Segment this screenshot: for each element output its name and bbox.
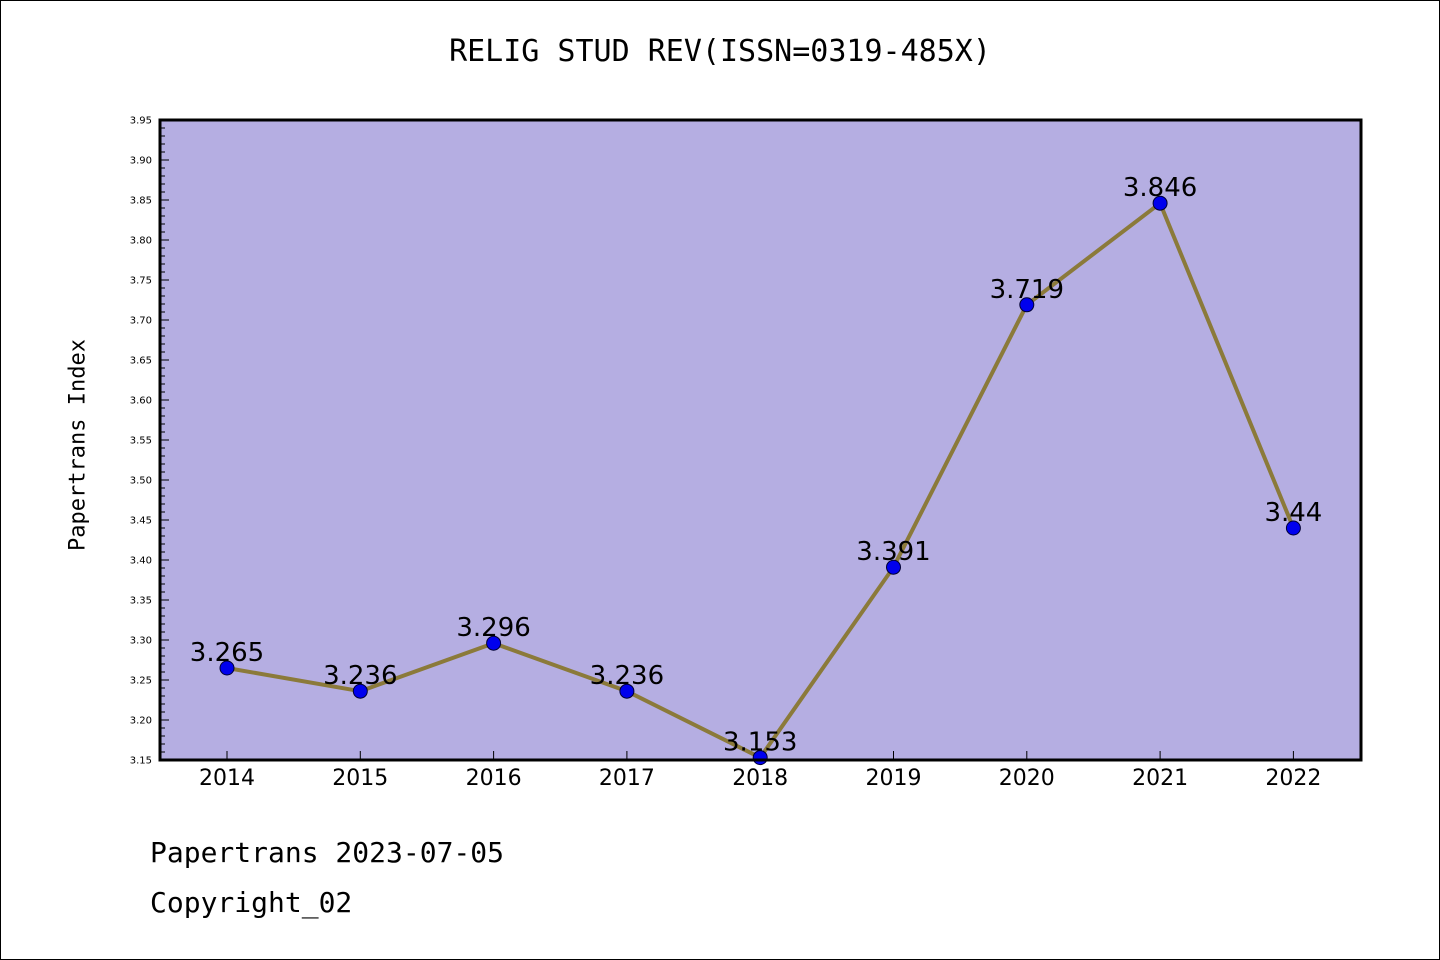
y-tick-label: 3.50 — [130, 476, 152, 487]
data-point — [486, 635, 502, 651]
x-tick-label: 2015 — [332, 766, 388, 791]
y-tick-label: 3.75 — [130, 276, 152, 287]
y-tick-label: 3.65 — [130, 356, 152, 367]
x-tick-label: 2022 — [1265, 766, 1321, 791]
x-tick-label: 2020 — [999, 766, 1055, 791]
data-label: 3.719 — [990, 275, 1064, 305]
plot-area — [160, 120, 1361, 760]
y-tick-label: 3.15 — [130, 756, 152, 767]
y-tick-label: 3.95 — [130, 116, 152, 127]
y-tick-label: 3.25 — [130, 676, 152, 687]
data-label: 3.391 — [856, 537, 930, 567]
y-tick-label: 3.55 — [130, 436, 152, 447]
chart-title: RELIG STUD REV(ISSN=0319-485X) — [449, 34, 991, 69]
data-label: 3.236 — [590, 661, 664, 691]
data-point — [619, 683, 635, 699]
plot-border — [158, 118, 1363, 762]
data-label: 3.265 — [190, 638, 264, 668]
x-tick-label: 2014 — [199, 766, 255, 791]
footer-copyright-line: Copyright_02 — [150, 886, 353, 919]
y-tick-label: 3.70 — [130, 316, 152, 327]
x-tick-label: 2017 — [599, 766, 655, 791]
y-tick-label: 3.30 — [130, 636, 152, 647]
x-tick-label: 2021 — [1132, 766, 1188, 791]
x-tick-label: 2018 — [732, 766, 788, 791]
y-tick-label: 3.40 — [130, 556, 152, 567]
data-label: 3.236 — [323, 661, 397, 691]
data-label: 3.846 — [1123, 173, 1197, 203]
data-label: 3.153 — [723, 728, 797, 758]
x-tick-label: 2016 — [466, 766, 522, 791]
y-tick-label: 3.45 — [130, 516, 152, 527]
x-tick-label: 2019 — [866, 766, 922, 791]
data-point — [886, 559, 901, 575]
y-tick-label: 3.90 — [130, 156, 152, 167]
data-point — [219, 660, 235, 676]
y-tick-label: 3.20 — [130, 716, 152, 727]
data-point — [352, 683, 368, 699]
y-tick-label: 3.80 — [130, 236, 152, 247]
data-label: 3.44 — [1264, 498, 1322, 528]
y-tick-label: 3.85 — [130, 196, 152, 207]
data-label: 3.296 — [456, 613, 530, 643]
footer-date-line: Papertrans 2023-07-05 — [150, 836, 505, 869]
data-point — [1285, 520, 1301, 536]
data-point — [1152, 195, 1168, 211]
y-tick-label: 3.35 — [130, 596, 152, 607]
data-point — [1019, 297, 1035, 313]
y-tick-label: 3.60 — [130, 396, 152, 407]
